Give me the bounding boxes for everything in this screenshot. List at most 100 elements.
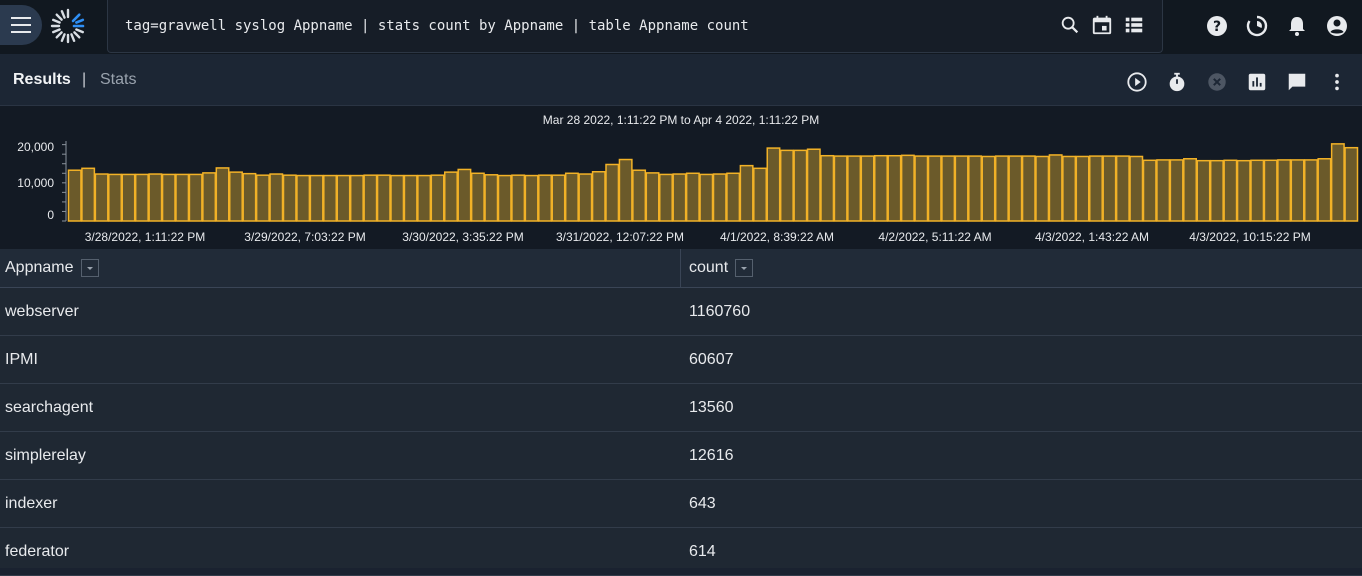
histogram-bar[interactable] (175, 173, 190, 222)
histogram-bar[interactable] (511, 174, 526, 222)
histogram-bar[interactable] (605, 163, 620, 222)
histogram-bar[interactable] (860, 155, 875, 222)
histogram-bar[interactable] (1330, 143, 1345, 222)
histogram-bar[interactable] (1169, 159, 1184, 222)
account-icon[interactable] (1325, 14, 1349, 38)
histogram-bar[interactable] (134, 173, 149, 222)
histogram-bar[interactable] (659, 173, 673, 222)
table-row[interactable]: indexer 643 (0, 480, 1362, 528)
histogram-bar[interactable] (255, 174, 270, 222)
histogram-bar[interactable] (417, 174, 432, 222)
histogram-bar[interactable] (148, 173, 163, 222)
column-header-count[interactable]: count (689, 249, 754, 287)
histogram-bar[interactable] (1183, 158, 1198, 222)
histogram-bar[interactable] (1344, 146, 1359, 222)
column-header-appname[interactable]: Appname (5, 249, 99, 287)
table-row[interactable]: searchagent 13560 (0, 384, 1362, 432)
histogram-bar[interactable] (699, 173, 714, 222)
histogram-bar[interactable] (215, 167, 230, 222)
list-view-icon[interactable] (1123, 14, 1145, 36)
histogram-bar[interactable] (538, 174, 552, 222)
histogram-bar[interactable] (672, 173, 687, 222)
histogram-bar[interactable] (403, 174, 418, 222)
overview-chart[interactable]: Mar 28 2022, 1:11:22 PM to Apr 4 2022, 1… (0, 106, 1362, 249)
table-row[interactable]: federator 614 (0, 528, 1362, 576)
histogram-bar[interactable] (1142, 159, 1157, 222)
query-bar[interactable]: tag=gravwell syslog Appname | stats coun… (107, 0, 1163, 53)
histogram-bar[interactable] (161, 173, 176, 222)
query-input[interactable]: tag=gravwell syslog Appname | stats coun… (125, 18, 749, 34)
histogram-bar[interactable] (1223, 159, 1238, 222)
histogram-bar[interactable] (820, 154, 835, 222)
histogram-bar[interactable] (1250, 159, 1265, 222)
histogram-bar[interactable] (981, 155, 996, 222)
histogram-bar[interactable] (1317, 158, 1332, 222)
histogram-bar[interactable] (242, 172, 257, 222)
more-options-icon[interactable] (1326, 71, 1348, 93)
histogram-bar[interactable] (900, 154, 915, 222)
histogram-bar[interactable] (1048, 154, 1063, 222)
histogram-bar[interactable] (1304, 159, 1318, 222)
calendar-icon[interactable] (1091, 14, 1113, 36)
histogram-bar[interactable] (874, 154, 888, 222)
histogram-bar[interactable] (296, 174, 311, 222)
histogram-bar[interactable] (954, 155, 969, 222)
histogram-bar[interactable] (323, 174, 337, 222)
histogram-bar[interactable] (914, 155, 929, 222)
histogram-bar[interactable] (887, 154, 902, 222)
histogram-bar[interactable] (282, 174, 297, 222)
histogram-bar[interactable] (685, 172, 700, 222)
histogram-bar[interactable] (457, 168, 472, 222)
histogram-bar[interactable] (1209, 159, 1224, 222)
table-row[interactable]: IPMI 60607 (0, 336, 1362, 384)
histogram-bar[interactable] (753, 167, 767, 222)
histogram-bar[interactable] (81, 167, 96, 222)
histogram-bar[interactable] (444, 171, 458, 222)
histogram-bar[interactable] (376, 174, 391, 222)
histogram-bar[interactable] (1102, 155, 1117, 222)
histogram-bar[interactable] (726, 172, 741, 222)
histogram-bar[interactable] (202, 172, 217, 222)
histogram-bar[interactable] (1089, 155, 1103, 222)
stopwatch-icon[interactable] (1166, 71, 1188, 93)
column-menu-dropdown-icon[interactable] (735, 259, 754, 277)
histogram-bar[interactable] (551, 174, 566, 222)
play-icon[interactable] (1126, 71, 1148, 93)
histogram-bar[interactable] (645, 172, 660, 222)
histogram-bar[interactable] (1129, 155, 1144, 222)
histogram-bar[interactable] (269, 173, 284, 222)
histogram-bar[interactable] (430, 174, 445, 222)
table-row[interactable]: simplerelay 12616 (0, 432, 1362, 480)
histogram-bar[interactable] (941, 155, 956, 222)
main-menu-button[interactable] (0, 5, 42, 45)
histogram-bar[interactable] (349, 174, 364, 222)
histogram-bar[interactable] (994, 155, 1009, 222)
histogram-bar[interactable] (968, 155, 982, 222)
histogram-bar[interactable] (363, 174, 378, 222)
help-icon[interactable]: ? (1205, 14, 1229, 38)
comment-icon[interactable] (1286, 71, 1308, 93)
histogram-bar[interactable] (524, 174, 539, 222)
histogram-bar[interactable] (497, 174, 512, 222)
histogram-bar[interactable] (847, 155, 862, 222)
histogram-bar[interactable] (632, 169, 647, 222)
histogram-bar[interactable] (484, 174, 499, 222)
histogram-bar[interactable] (793, 149, 808, 222)
histogram-bar[interactable] (766, 147, 781, 222)
histogram-bar[interactable] (564, 172, 579, 222)
tab-results[interactable]: Results (13, 71, 71, 88)
histogram-bar[interactable] (1062, 155, 1077, 222)
column-menu-dropdown-icon[interactable] (80, 259, 99, 277)
histogram-bar[interactable] (927, 155, 942, 222)
chart-icon[interactable] (1246, 71, 1268, 93)
histogram-bar[interactable] (1156, 159, 1171, 222)
histogram-bar[interactable] (1290, 159, 1305, 222)
histogram-bar[interactable] (121, 173, 136, 222)
notifications-bell-icon[interactable] (1285, 14, 1309, 38)
histogram-bar[interactable] (229, 171, 243, 222)
histogram-bar[interactable] (470, 172, 485, 222)
histogram-bar[interactable] (108, 173, 122, 222)
histogram-bar[interactable] (1196, 159, 1211, 222)
history-timer-icon[interactable] (1245, 14, 1269, 38)
histogram-bar[interactable] (578, 173, 593, 222)
